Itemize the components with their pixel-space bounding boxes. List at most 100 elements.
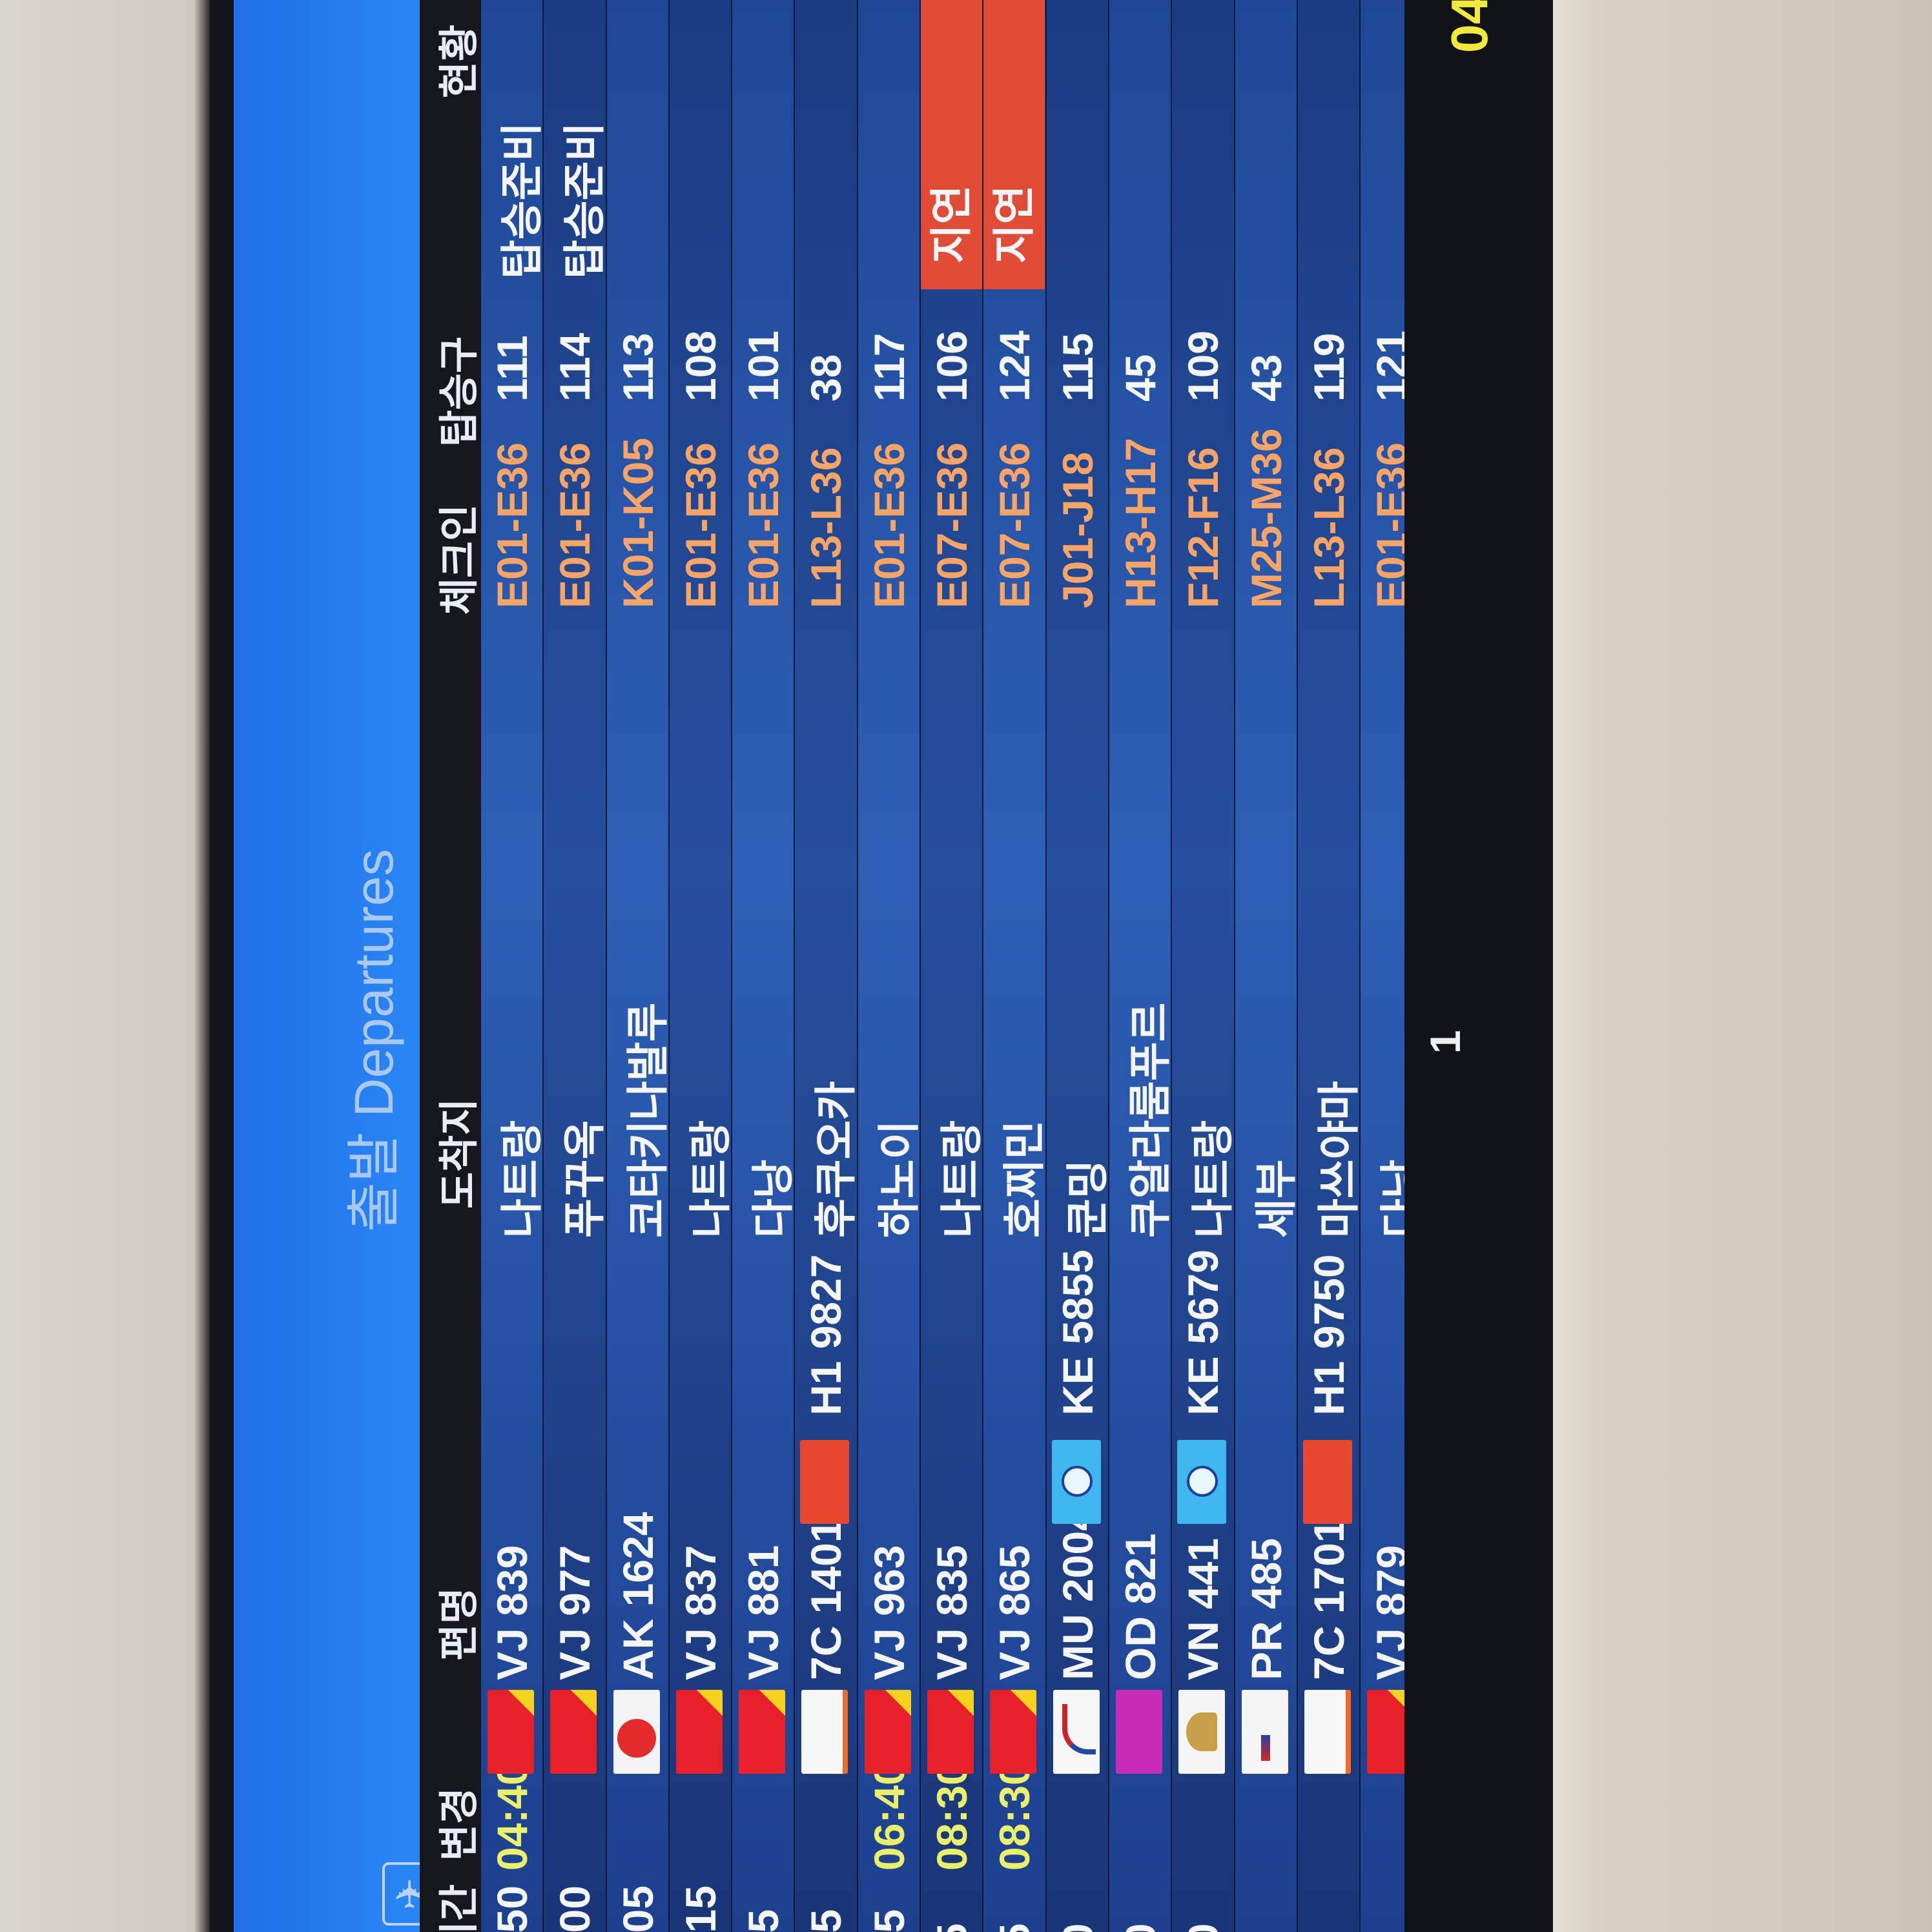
- gate-number: 45: [1116, 354, 1164, 402]
- gate-number: 124: [991, 330, 1039, 402]
- gate-number: 115: [1053, 333, 1102, 402]
- changed-time: 08:30: [928, 1762, 976, 1871]
- column-header-row: 시간 변경 편명 도착지 체크인 탑승구 현황: [420, 0, 482, 1932]
- codeshare-flight: H1 9827: [802, 1254, 850, 1415]
- changed-time: 08:30: [991, 1762, 1039, 1871]
- departure-time: 45: [927, 1924, 976, 1932]
- departure-time: 50: [1116, 1924, 1165, 1932]
- destination: 다낭: [749, 1159, 797, 1238]
- jejuair-cs-logo-icon: [1302, 1440, 1352, 1524]
- checkin-counters: K01-K05: [613, 437, 662, 608]
- header-destination: 도착지: [437, 1098, 482, 1209]
- board-title: 출발 Departures: [344, 848, 404, 1232]
- gate-number: 108: [676, 330, 724, 402]
- flight-number: VJ 837: [676, 1545, 724, 1680]
- codeshare-flight: KE 5679: [1179, 1249, 1228, 1415]
- header-status: 현황: [437, 24, 482, 98]
- checkin-counters: F12-F16: [1179, 447, 1228, 608]
- gate-number: 106: [928, 330, 976, 402]
- flight-number: VJ 835: [928, 1545, 976, 1680]
- destination: 하노이: [874, 1120, 923, 1238]
- codeshare-flight: H1 9750: [1304, 1254, 1353, 1415]
- departure-time: 1:50: [488, 1885, 536, 1932]
- vietjet-logo-icon: [864, 1690, 911, 1774]
- checkin-counters: L13-L36: [802, 447, 850, 608]
- destination: 푸꾸옥: [560, 1120, 609, 1238]
- checkin-counters: E01-E36: [739, 442, 788, 608]
- checkin-counters: J01-J18: [1053, 451, 1102, 608]
- departure-time: 5:15: [676, 1885, 724, 1932]
- vietjet-logo-icon: [550, 1690, 597, 1774]
- flight-row: 50 MU 2004 KE 5855 쿤밍 J01-J18 115: [1046, 0, 1111, 1932]
- korean-air-logo-icon: [1051, 1440, 1101, 1524]
- flight-row: :15 VJ 881 다낭 E01-E36 101: [732, 0, 797, 1932]
- destination: 코타키나발루: [623, 1002, 672, 1238]
- vietjet-logo-icon: [739, 1690, 786, 1774]
- header-checkin: 체크인: [437, 504, 482, 615]
- status-badge: 탑승준비: [560, 122, 609, 279]
- header-gate: 탑승구: [437, 336, 482, 447]
- destination: 세부: [1251, 1159, 1300, 1238]
- checkin-counters: E07-E36: [991, 442, 1039, 608]
- flight-list: 1:50 04:40 VJ 839 나트랑 E01-E36 111 탑승준비 5:00 VJ 9…: [481, 0, 1425, 1932]
- flight-row: 1:50 04:40 VJ 839 나트랑 E01-E36 111 탑승준비: [481, 0, 546, 1932]
- departure-time: :15: [739, 1909, 788, 1932]
- checkin-counters: E01-E36: [551, 442, 599, 608]
- changed-time: 04:40: [488, 1762, 536, 1871]
- changed-time: 06:40: [865, 1762, 913, 1871]
- gate-number: 109: [1179, 330, 1228, 402]
- airasia-logo-icon: [613, 1690, 660, 1774]
- checkin-counters: M25-M36: [1242, 428, 1290, 608]
- flight-number: VJ 977: [551, 1545, 599, 1680]
- status-badge: 지연: [921, 0, 983, 289]
- philippine-airlines-logo-icon: [1241, 1690, 1288, 1774]
- departure-time: :25: [801, 1909, 850, 1932]
- jejuair-logo-icon: [1304, 1690, 1351, 1774]
- destination: 호찌민: [1000, 1120, 1049, 1238]
- gate-number: 43: [1242, 354, 1290, 402]
- flight-number: OD 821: [1116, 1533, 1164, 1680]
- gate-number: 114: [551, 333, 599, 402]
- flight-row: 5:05 AK 1624 코타키나발루 K01-K05 113: [606, 0, 672, 1932]
- gate-number: 117: [865, 333, 913, 402]
- checkin-counters: E01-E36: [488, 442, 536, 608]
- flight-row: 5:00 VJ 977 푸꾸옥 E01-E36 114 탑승준비: [544, 0, 608, 1932]
- board-footer: 1 04: [1404, 0, 1553, 1932]
- destination: 후쿠오카: [812, 1081, 860, 1238]
- flight-number: PR 485: [1242, 1537, 1290, 1680]
- flight-number: VN 441: [1179, 1537, 1228, 1680]
- header-time: 시간: [437, 1884, 482, 1932]
- clock: 04: [1441, 0, 1498, 53]
- flight-number: VJ 865: [991, 1545, 1039, 1680]
- header-flight: 편명: [437, 1587, 482, 1661]
- destination: 나트랑: [1189, 1120, 1237, 1238]
- flight-row: 45 08:30 VJ 865 호찌민 E07-E36 124 지연: [983, 0, 1048, 1932]
- flight-row: 45 08:30 VJ 835 나트랑 E07-E36 106 지연: [921, 0, 985, 1932]
- checkin-counters: L13-L36: [1304, 447, 1353, 608]
- destination: 쿤밍: [1063, 1159, 1111, 1238]
- destination: 마쓰야마: [1314, 1081, 1362, 1238]
- flight-number: 7C 1701: [1304, 1519, 1353, 1680]
- destination: 나트랑: [686, 1120, 734, 1238]
- gate-number: 101: [739, 330, 788, 402]
- status-badge: 탑승준비: [498, 122, 546, 279]
- flight-row: :25 06:40 VJ 963 하노이 E01-E36 117: [858, 0, 923, 1932]
- destination: 쿠알라룸푸르: [1125, 1002, 1174, 1238]
- checkin-counters: E07-E36: [928, 442, 976, 608]
- vietjet-logo-icon: [990, 1690, 1037, 1774]
- china-eastern-logo-icon: [1053, 1690, 1100, 1774]
- flight-row: 50 OD 821 쿠알라룸푸르 H13-H17 45: [1109, 0, 1174, 1932]
- departures-board: ✈ 출발 Departures 시간 변경 편명 도착지 체크인 탑승구 현황 …: [210, 0, 1553, 1932]
- vietjet-logo-icon: [675, 1690, 723, 1774]
- flight-number: 7C 1401: [802, 1519, 850, 1680]
- header-changed: 변경: [437, 1787, 482, 1861]
- page-number: 1: [1421, 1030, 1469, 1054]
- checkin-counters: H13-H17: [1116, 437, 1164, 608]
- destination: 나트랑: [498, 1120, 546, 1238]
- departure-time: 5:05: [613, 1885, 662, 1932]
- gate-number: 38: [802, 354, 850, 402]
- flight-number: AK 1624: [613, 1512, 662, 1681]
- departure-time: 5:00: [551, 1885, 599, 1932]
